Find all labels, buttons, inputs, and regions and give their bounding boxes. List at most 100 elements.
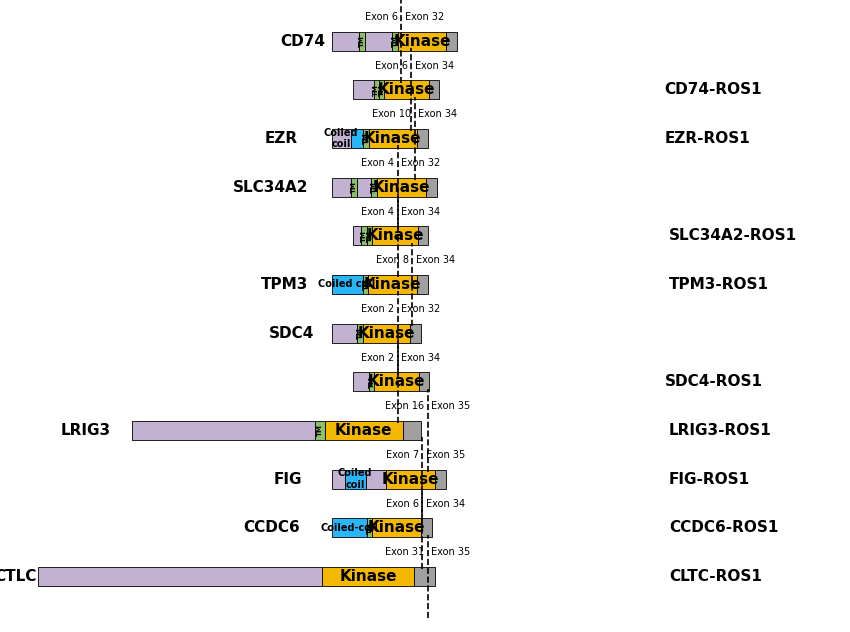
Text: TM: TM: [379, 84, 385, 95]
Text: Exon 34: Exon 34: [401, 207, 440, 217]
Text: CD74-ROS1: CD74-ROS1: [665, 82, 762, 97]
Text: Exon 35: Exon 35: [431, 401, 470, 411]
Text: Kinase: Kinase: [378, 82, 435, 97]
Bar: [360, 32, 366, 51]
Text: TPM3: TPM3: [261, 277, 309, 292]
Text: Exon 2: Exon 2: [361, 353, 394, 363]
Text: TM: TM: [351, 181, 357, 193]
Text: Exon 6: Exon 6: [365, 12, 398, 22]
Bar: [322, 567, 414, 586]
Text: TM: TM: [357, 327, 363, 339]
Text: SLC34A2: SLC34A2: [233, 179, 309, 195]
Bar: [416, 275, 428, 294]
Bar: [416, 129, 428, 148]
Bar: [332, 470, 344, 489]
Text: Kinase: Kinase: [372, 179, 430, 195]
Text: Kinase: Kinase: [368, 374, 425, 389]
Bar: [429, 80, 439, 99]
Text: Coiled-coil: Coiled-coil: [320, 523, 378, 533]
Bar: [426, 178, 437, 197]
Bar: [369, 372, 374, 391]
Text: EZR-ROS1: EZR-ROS1: [665, 131, 751, 146]
Bar: [366, 32, 392, 51]
Text: TM: TM: [366, 230, 372, 241]
Bar: [332, 275, 363, 294]
Text: TM: TM: [373, 84, 379, 95]
Text: Exon 34: Exon 34: [418, 109, 457, 119]
Bar: [363, 275, 369, 294]
Bar: [357, 324, 362, 343]
Bar: [417, 226, 428, 245]
Bar: [419, 372, 429, 391]
Bar: [353, 372, 369, 391]
Text: Exon 35: Exon 35: [431, 547, 470, 557]
Text: Exon 4: Exon 4: [361, 207, 394, 217]
Text: CTLC: CTLC: [0, 569, 37, 584]
Text: Coiled coil: Coiled coil: [319, 279, 376, 289]
Text: Exon 10: Exon 10: [372, 109, 411, 119]
Text: TM: TM: [368, 376, 375, 387]
Text: CD74: CD74: [280, 33, 326, 49]
Text: CCDC6-ROS1: CCDC6-ROS1: [669, 520, 779, 535]
Bar: [377, 178, 426, 197]
Text: Exon 35: Exon 35: [426, 450, 465, 460]
Text: TM: TM: [317, 425, 323, 436]
Bar: [366, 518, 372, 537]
Text: Exon 8: Exon 8: [376, 255, 409, 265]
Text: FIG-ROS1: FIG-ROS1: [669, 471, 750, 487]
Bar: [332, 178, 351, 197]
Bar: [315, 421, 325, 440]
Text: LRIG3: LRIG3: [60, 423, 110, 438]
Bar: [361, 226, 367, 245]
Bar: [332, 518, 366, 537]
Bar: [366, 470, 386, 489]
Bar: [374, 372, 419, 391]
Text: TPM3-ROS1: TPM3-ROS1: [669, 277, 769, 292]
Bar: [421, 518, 432, 537]
Bar: [325, 421, 403, 440]
Text: CLTC-ROS1: CLTC-ROS1: [669, 569, 762, 584]
Text: TM: TM: [366, 522, 372, 533]
Bar: [132, 421, 315, 440]
Bar: [403, 421, 421, 440]
Text: Coiled
coil: Coiled coil: [338, 468, 372, 490]
Text: Coiled
coil: Coiled coil: [324, 128, 359, 149]
Bar: [384, 80, 429, 99]
Text: CCDC6: CCDC6: [243, 520, 300, 535]
Text: TM: TM: [360, 35, 366, 47]
Bar: [353, 80, 373, 99]
Bar: [38, 567, 322, 586]
Text: Exon 6: Exon 6: [375, 61, 408, 71]
Text: FIG: FIG: [273, 471, 302, 487]
Text: LRIG3-ROS1: LRIG3-ROS1: [669, 423, 772, 438]
Text: Exon 34: Exon 34: [415, 61, 454, 71]
Text: TM: TM: [363, 279, 369, 290]
Bar: [386, 470, 434, 489]
Text: TM: TM: [363, 133, 369, 144]
Bar: [363, 129, 369, 148]
Bar: [357, 178, 371, 197]
Text: EZR: EZR: [264, 131, 298, 146]
Bar: [379, 80, 384, 99]
Text: Kinase: Kinase: [335, 423, 393, 438]
Text: Kinase: Kinase: [394, 33, 450, 49]
Bar: [369, 275, 416, 294]
Bar: [373, 80, 379, 99]
Bar: [362, 324, 411, 343]
Text: TM: TM: [371, 181, 377, 193]
Bar: [372, 518, 421, 537]
Text: Exon 4: Exon 4: [361, 158, 394, 168]
Bar: [411, 324, 422, 343]
Bar: [353, 226, 361, 245]
Bar: [414, 567, 435, 586]
Text: Exon 32: Exon 32: [401, 158, 440, 168]
Bar: [372, 226, 417, 245]
Text: Exon 31: Exon 31: [385, 547, 424, 557]
Text: Exon 34: Exon 34: [416, 255, 455, 265]
Text: SDC4: SDC4: [269, 325, 314, 341]
Text: Kinase: Kinase: [368, 520, 425, 535]
Text: Kinase: Kinase: [358, 325, 415, 341]
Bar: [398, 32, 446, 51]
Bar: [446, 32, 457, 51]
Text: TM: TM: [361, 230, 367, 241]
